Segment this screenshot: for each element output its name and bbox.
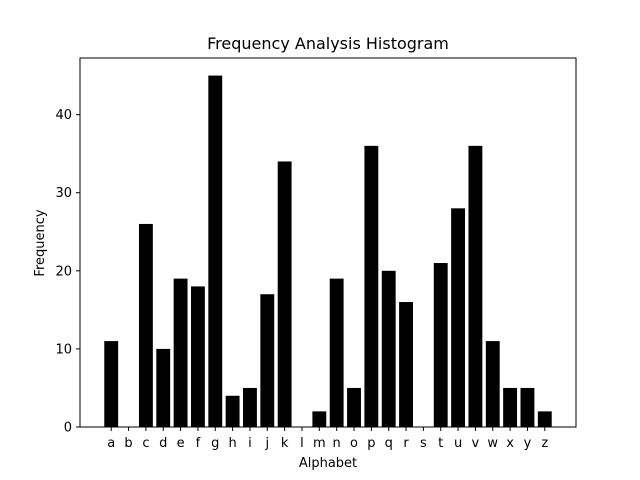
x-tick-label-v: v [472, 436, 480, 451]
x-tick-label-t: t [438, 436, 443, 451]
bar-p [364, 145, 379, 427]
bar-w [485, 341, 500, 427]
bar-r [399, 302, 413, 427]
x-tick-label-z: z [541, 436, 548, 451]
bar-f [190, 286, 205, 427]
x-tick-label-o: o [350, 436, 358, 451]
x-tick-label-p: p [367, 436, 375, 451]
x-tick-label-k: k [281, 436, 289, 451]
x-tick-label-d: d [159, 436, 167, 451]
x-tick-label-b: b [124, 436, 132, 451]
x-tick-label-e: e [177, 436, 185, 451]
y-tick-label-20: 20 [55, 264, 72, 279]
bars-layer [104, 75, 552, 428]
x-tick-label-r: r [403, 436, 409, 451]
bar-e [173, 278, 188, 427]
bar-h [225, 395, 240, 427]
y-tick-label-10: 10 [55, 342, 72, 357]
x-tick-label-h: h [228, 436, 236, 451]
x-tick-label-y: y [524, 436, 532, 451]
bar-a [104, 341, 119, 427]
x-tick-label-g: g [211, 436, 219, 451]
x-tick-label-f: f [196, 436, 201, 451]
bar-t [433, 263, 448, 427]
y-axis-label: Frequency [33, 209, 48, 276]
x-tick-label-q: q [385, 436, 393, 451]
x-tick-label-j: j [264, 436, 269, 451]
plot-frame [79, 57, 577, 428]
axes-layer: a b c d e f g h i j k l m n o p q r s t u v w x y z 0 10 20 30 40 [55, 57, 577, 451]
x-tick-label-s: s [420, 436, 427, 451]
bar-y [520, 387, 535, 427]
bar-g [208, 75, 223, 428]
x-tick-label-n: n [333, 436, 341, 451]
bar-k [277, 161, 292, 427]
y-tick-label-40: 40 [55, 108, 72, 123]
x-tick-label-a: a [107, 436, 115, 451]
x-tick-label-i: i [248, 436, 252, 451]
x-tick-label-u: u [454, 436, 462, 451]
bar-d [156, 348, 171, 427]
y-tick-label-0: 0 [64, 421, 72, 436]
y-tick-label-30: 30 [55, 186, 72, 201]
x-tick-label-c: c [142, 436, 149, 451]
bar-z [537, 411, 552, 427]
bar-c [138, 223, 153, 427]
bar-i [243, 387, 257, 427]
bar-m [312, 411, 327, 427]
chart-title: Frequency Analysis Histogram [207, 34, 449, 53]
x-axis-label: Alphabet [299, 456, 357, 471]
bar-j [260, 294, 275, 427]
x-tick-label-w: w [487, 436, 498, 451]
bar-q [381, 270, 396, 427]
bar-u [451, 208, 466, 427]
bar-v [468, 145, 483, 427]
x-tick-label-l: l [300, 436, 304, 451]
bar-n [329, 278, 344, 427]
x-tick-label-x: x [506, 436, 514, 451]
bar-o [347, 387, 361, 427]
x-tick-label-m: m [313, 436, 326, 451]
bar-x [503, 387, 518, 427]
